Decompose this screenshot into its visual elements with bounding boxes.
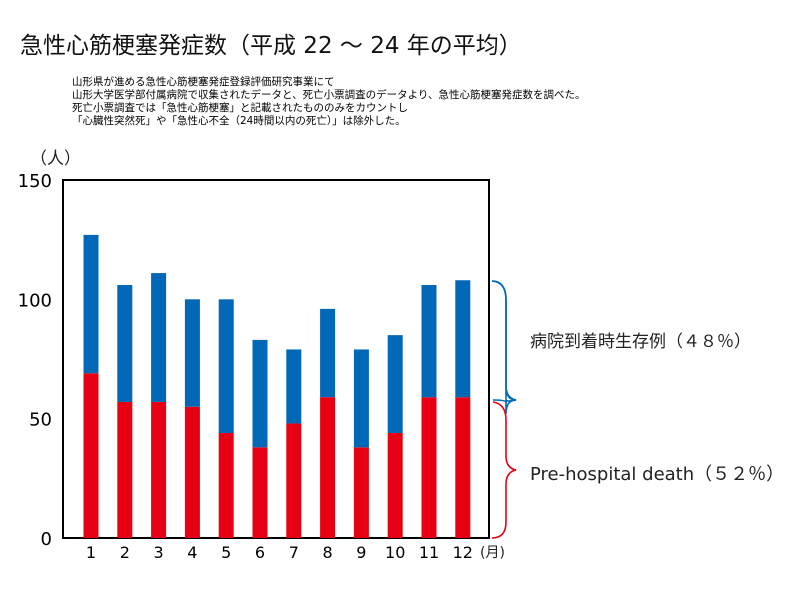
bar-hospital-survivors-2 [117, 285, 133, 402]
bar-hospital-survivors-4 [184, 299, 200, 407]
brace-blue-closing [491, 280, 517, 403]
y-axis-unit: （人） [30, 149, 81, 169]
bar-pre-hospital-death-3 [151, 401, 167, 538]
bar-pre-hospital-death-1 [83, 373, 99, 538]
y-tick-label: 100 [18, 290, 52, 311]
bar-pre-hospital-death-5 [218, 432, 234, 538]
bar-pre-hospital-death-7 [286, 423, 302, 538]
bar-hospital-survivors-12 [455, 280, 471, 398]
x-tick-label: 4 [187, 543, 197, 562]
legend-hospital-survivors: 病院到着時生存例（４８％） [530, 332, 751, 352]
x-tick-label: 3 [154, 543, 164, 562]
bar-hospital-survivors-5 [218, 299, 234, 433]
bar-hospital-survivors-7 [286, 349, 302, 424]
note-line: 山形大学医学部付属病院で収集されたデータと、死亡小票調査のデータより、急性心筋梗… [72, 89, 586, 101]
note-line: 「心臓性突然死」や「急性心不全（24時間以内の死亡）」は除外した。 [72, 115, 406, 127]
bar-hospital-survivors-10 [387, 335, 403, 433]
bar-hospital-survivors-3 [151, 273, 167, 402]
x-tick-label: 7 [289, 543, 299, 562]
x-tick-label: 6 [255, 543, 265, 562]
brace-red [491, 401, 517, 539]
chart-title: 急性心筋梗塞発症数（平成 22 〜 24 年の平均） [20, 33, 522, 59]
note-line: 死亡小票調査では「急性心筋梗塞」と記載されたもののみをカウントし [72, 102, 408, 114]
bar-pre-hospital-death-8 [320, 397, 336, 538]
bar-pre-hospital-death-9 [353, 447, 369, 538]
plot-frame [62, 179, 490, 539]
note-line: 山形県が進める急性心筋梗塞発症登録評価研究事業にて [72, 76, 335, 88]
y-tick-label: 0 [41, 529, 52, 550]
x-tick-label: 11 [419, 543, 439, 562]
x-tick-label: 8 [323, 543, 333, 562]
bar-pre-hospital-death-2 [117, 401, 133, 538]
bar-pre-hospital-death-4 [184, 406, 200, 538]
notes: 山形県が進める急性心筋梗塞発症登録評価研究事業にて 山形大学医学部付属病院で収集… [72, 76, 585, 128]
legend-pre-hospital-death: Pre-hospital death（５２％） [530, 464, 785, 485]
x-tick-label: 1 [86, 543, 96, 562]
bar-pre-hospital-death-12 [455, 397, 471, 538]
x-tick-label: 5 [221, 543, 231, 562]
bar-hospital-survivors-11 [421, 285, 437, 398]
bar-pre-hospital-death-6 [252, 447, 268, 538]
bar-pre-hospital-death-10 [387, 432, 403, 538]
bar-hospital-survivors-9 [353, 349, 369, 448]
y-tick-label: 50 [29, 410, 52, 431]
bar-hospital-survivors-8 [320, 308, 336, 398]
bar-hospital-survivors-1 [83, 234, 99, 374]
brace-blue [491, 280, 517, 415]
bar-hospital-survivors-6 [252, 339, 268, 448]
y-tick-label: 150 [18, 171, 52, 192]
x-tick-label: 9 [356, 543, 366, 562]
bar-pre-hospital-death-11 [421, 397, 437, 538]
x-tick-label: 12 [453, 543, 473, 562]
x-tick-label: 2 [120, 543, 130, 562]
x-tick-label: 10 [385, 543, 405, 562]
x-axis-unit: (月) [480, 545, 505, 561]
